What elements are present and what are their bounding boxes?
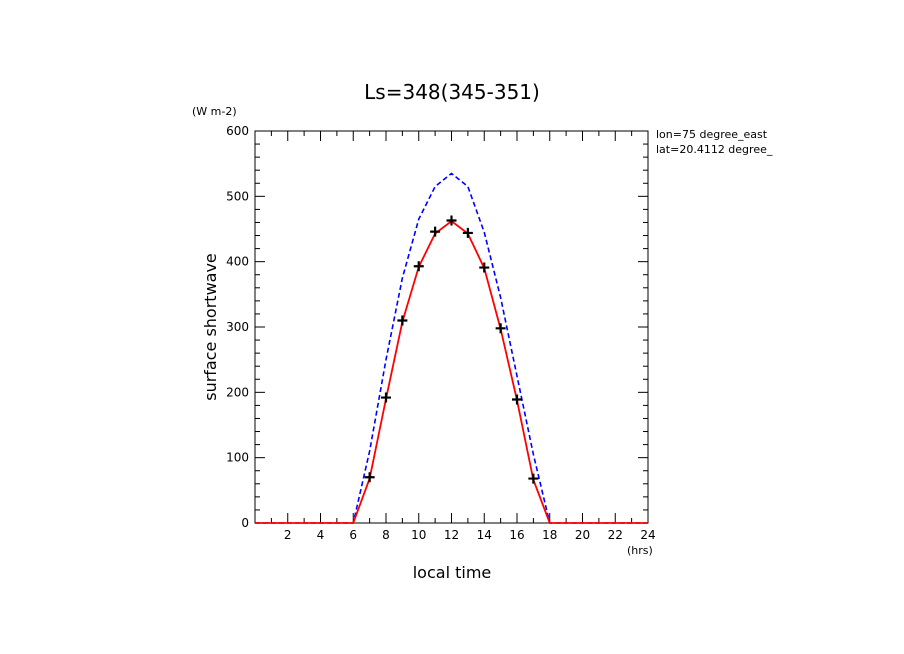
y-tick-label: 400 — [226, 255, 249, 269]
annotation-lon: lon=75 degree_east — [656, 128, 768, 141]
x-axis-label: local time — [413, 563, 492, 582]
y-tick-label: 100 — [226, 451, 249, 465]
x-tick-label: 24 — [640, 528, 655, 542]
data-marker — [528, 473, 539, 484]
x-tick-label: 10 — [411, 528, 426, 542]
chart-title: Ls=348(345-351) — [364, 80, 540, 104]
y-tick-label: 500 — [226, 189, 249, 203]
data-marker — [430, 226, 441, 237]
data-marker — [512, 394, 522, 405]
x-axis-unit: (hrs) — [627, 544, 653, 557]
series-line-blue-dashed — [255, 172, 648, 524]
data-marker — [364, 472, 375, 483]
x-tick-label: 14 — [477, 528, 492, 542]
y-axis-label: surface shortwave — [201, 253, 220, 401]
data-marker — [479, 262, 490, 273]
data-marker — [381, 392, 391, 403]
axis-ticks — [254, 130, 649, 524]
x-tick-label: 18 — [542, 528, 557, 542]
x-tick-label: 8 — [382, 528, 390, 542]
x-tick-label: 4 — [317, 528, 325, 542]
x-tick-label: 22 — [608, 528, 623, 542]
x-tick-label: 20 — [575, 528, 590, 542]
x-tick-label: 2 — [284, 528, 292, 542]
data-marker — [413, 261, 424, 272]
y-axis-unit: (W m-2) — [192, 105, 237, 118]
data-series — [255, 172, 648, 524]
x-tick-label: 6 — [349, 528, 357, 542]
data-marker — [462, 227, 473, 238]
x-tick-label: 12 — [444, 528, 459, 542]
series-line-red-solid — [255, 220, 648, 524]
x-tick-label: 16 — [509, 528, 524, 542]
y-tick-label: 0 — [241, 516, 249, 530]
y-tick-label: 300 — [226, 320, 249, 334]
data-marker — [446, 215, 457, 226]
data-marker — [397, 315, 408, 326]
data-marker — [495, 323, 506, 334]
y-tick-label: 600 — [226, 124, 249, 138]
plot-frame — [254, 130, 649, 524]
y-tick-label: 200 — [226, 385, 249, 399]
annotation-lat: lat=20.4112 degree_ — [656, 143, 773, 156]
